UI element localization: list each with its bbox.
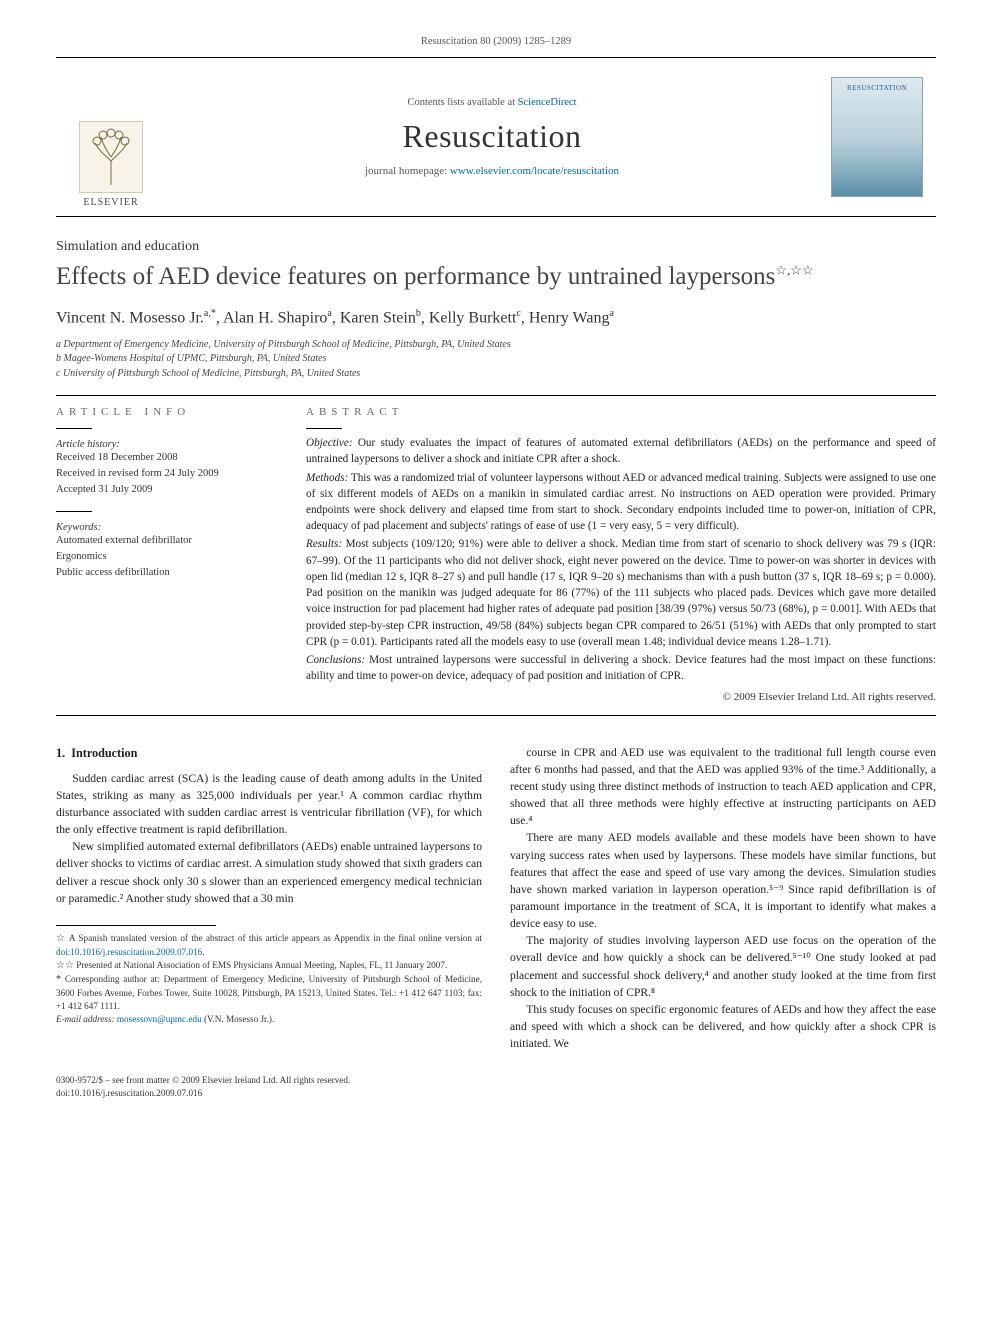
affiliations: a Department of Emergency Medicine, Univ…: [56, 338, 936, 382]
history-received: Received 18 December 2008: [56, 450, 272, 466]
mini-rule-1: [56, 428, 92, 429]
footnote-3: * Corresponding author at: Department of…: [56, 973, 482, 1013]
cover-thumb-block: RESUSCITATION: [818, 58, 936, 216]
footnote-2: ☆☆ Presented at National Association of …: [56, 959, 482, 973]
abstract-head: ABSTRACT: [306, 406, 936, 418]
history-label: Article history:: [56, 439, 272, 450]
mini-rule-2: [56, 511, 92, 512]
abstract-copyright: © 2009 Elsevier Ireland Ltd. All rights …: [306, 691, 936, 703]
article-type: Simulation and education: [56, 239, 936, 255]
abs-conclusions-label: Conclusions:: [306, 654, 365, 666]
contents-available-line: Contents lists available at ScienceDirec…: [407, 97, 576, 108]
contents-prefix: Contents lists available at: [407, 97, 517, 108]
mini-rule-abs: [306, 428, 342, 429]
footnote-2-text: Presented at National Association of EMS…: [74, 960, 447, 970]
abs-results: Most subjects (109/120; 91%) were able t…: [306, 538, 936, 647]
footnotes: ☆ A Spanish translated version of the ab…: [56, 932, 482, 1026]
body-columns: 1. Introduction Sudden cardiac arrest (S…: [56, 744, 936, 1053]
keywords-label: Keywords:: [56, 522, 272, 533]
body-p4: There are many AED models available and …: [510, 829, 936, 932]
elsevier-tree-icon: [79, 121, 143, 193]
journal-title: Resuscitation: [403, 118, 582, 155]
footnote-3-text: Corresponding author at: Department of E…: [56, 974, 482, 1011]
abs-methods: This was a randomized trial of volunteer…: [306, 472, 936, 533]
sciencedirect-link[interactable]: ScienceDirect: [518, 97, 577, 108]
article-title: Effects of AED device features on perfor…: [56, 261, 936, 292]
publisher-block: ELSEVIER: [56, 58, 166, 216]
journal-homepage-line: journal homepage: www.elsevier.com/locat…: [365, 165, 619, 177]
authors-line: Vincent N. Mosesso Jr.a,*, Alan H. Shapi…: [56, 308, 936, 327]
history-accepted: Accepted 31 July 2009: [56, 482, 272, 498]
keyword-3: Public access defibrillation: [56, 565, 272, 581]
abstract-body: Objective: Our study evaluates the impac…: [306, 435, 936, 685]
footnotes-rule: [56, 925, 216, 926]
body-p1: Sudden cardiac arrest (SCA) is the leadi…: [56, 770, 482, 839]
page: Resuscitation 80 (2009) 1285–1289 ELSEVI…: [0, 0, 992, 1124]
history-revised: Received in revised form 24 July 2009: [56, 466, 272, 482]
title-footnote-marks: ☆,☆☆: [775, 263, 813, 278]
article-info-col: ARTICLE INFO Article history: Received 1…: [56, 406, 272, 703]
article-info-head: ARTICLE INFO: [56, 406, 272, 418]
keyword-1: Automated external defibrillator: [56, 533, 272, 549]
footnote-1-mark: ☆: [56, 933, 66, 944]
body-p3: course in CPR and AED use was equivalent…: [510, 744, 936, 830]
abs-results-label: Results:: [306, 538, 342, 550]
affiliation-a: a Department of Emergency Medicine, Univ…: [56, 338, 936, 353]
footnote-1-suffix: .: [202, 947, 204, 957]
footnote-email: E-mail address: mosessovn@upmc.edu (V.N.…: [56, 1013, 482, 1026]
section-title: Introduction: [71, 746, 137, 760]
corresponding-email-link[interactable]: mosessovn@upmc.edu: [117, 1014, 202, 1024]
abs-conclusions: Most untrained laypersons were successfu…: [306, 654, 936, 682]
journal-cover-icon: RESUSCITATION: [831, 77, 923, 197]
abs-objective-label: Objective:: [306, 437, 353, 449]
cover-label: RESUSCITATION: [832, 84, 922, 92]
masthead: ELSEVIER Contents lists available at Sci…: [56, 57, 936, 217]
article-title-text: Effects of AED device features on perfor…: [56, 263, 775, 290]
footnote-2-mark: ☆☆: [56, 960, 74, 971]
email-suffix: (V.N. Mosesso Jr.).: [202, 1014, 275, 1024]
homepage-prefix: journal homepage:: [365, 165, 450, 177]
abstract-col: ABSTRACT Objective: Our study evaluates …: [306, 406, 936, 703]
page-footer: 0300-9572/$ – see front matter © 2009 El…: [56, 1074, 936, 1100]
footer-line-1: 0300-9572/$ – see front matter © 2009 El…: [56, 1074, 936, 1087]
email-label: E-mail address:: [56, 1014, 117, 1024]
section-num: 1.: [56, 746, 65, 760]
abs-methods-label: Methods:: [306, 472, 348, 484]
body-p5: The majority of studies involving layper…: [510, 932, 936, 1001]
body-p2: New simplified automated external defibr…: [56, 838, 482, 907]
publisher-name: ELSEVIER: [83, 197, 138, 208]
rule-below-abstract: [56, 715, 936, 716]
footnote-1-text: A Spanish translated version of the abst…: [66, 933, 482, 943]
running-head: Resuscitation 80 (2009) 1285–1289: [56, 36, 936, 47]
journal-homepage-link[interactable]: www.elsevier.com/locate/resuscitation: [450, 165, 619, 177]
section-1-head: 1. Introduction: [56, 744, 482, 762]
masthead-center: Contents lists available at ScienceDirec…: [166, 58, 818, 216]
footer-line-2-doi: doi:10.1016/j.resuscitation.2009.07.016: [56, 1087, 936, 1100]
abs-objective: Our study evaluates the impact of featur…: [306, 437, 936, 465]
footnote-1-doi-link[interactable]: doi:10.1016/j.resuscitation.2009.07.016: [56, 947, 202, 957]
info-abstract-row: ARTICLE INFO Article history: Received 1…: [56, 406, 936, 703]
footnote-1: ☆ A Spanish translated version of the ab…: [56, 932, 482, 959]
keyword-2: Ergonomics: [56, 549, 272, 565]
affiliation-c: c University of Pittsburgh School of Med…: [56, 367, 936, 382]
body-p6: This study focuses on specific ergonomic…: [510, 1001, 936, 1052]
affiliation-b: b Magee-Womens Hospital of UPMC, Pittsbu…: [56, 352, 936, 367]
rule-above-info: [56, 395, 936, 396]
